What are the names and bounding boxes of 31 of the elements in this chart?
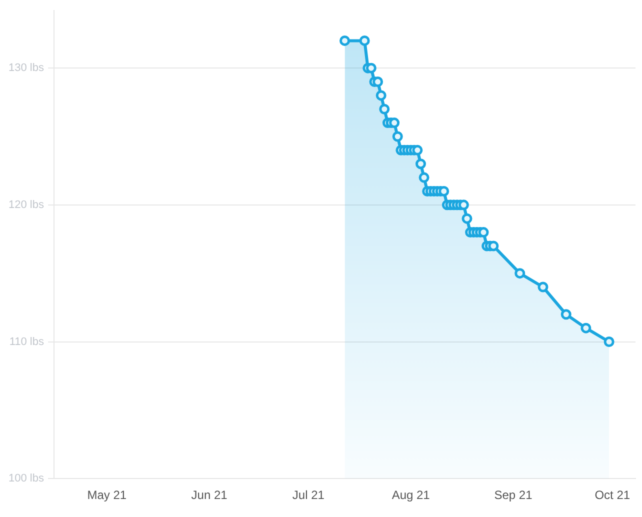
x-tick-label: Aug 21 xyxy=(392,488,430,502)
point xyxy=(604,336,614,348)
y-tick-label: 110 lbs xyxy=(9,336,44,348)
point xyxy=(366,62,376,74)
y-tick-label: 100 lbs xyxy=(8,472,44,485)
point xyxy=(389,118,400,128)
point xyxy=(415,158,426,170)
point xyxy=(560,309,572,320)
point xyxy=(538,282,548,292)
point xyxy=(418,172,430,183)
point xyxy=(376,90,386,101)
x-tick-label: May 21 xyxy=(87,488,127,502)
point xyxy=(580,322,592,334)
point xyxy=(359,35,370,46)
point xyxy=(379,104,390,114)
point xyxy=(438,186,450,196)
y-tick-label: 120 lbs xyxy=(8,198,44,211)
point xyxy=(488,240,499,252)
point xyxy=(372,76,384,88)
x-tick-label: Jun 21 xyxy=(191,488,228,502)
point xyxy=(462,213,472,224)
point xyxy=(340,35,350,46)
x-tick-label: Oct 21 xyxy=(594,488,630,502)
x-tick-label: Jul 21 xyxy=(292,488,325,502)
point xyxy=(458,200,469,210)
point xyxy=(412,144,423,156)
point xyxy=(478,227,489,238)
x-tick-label: Sep 21 xyxy=(494,488,533,502)
y-tick-label: 130 lbs xyxy=(8,62,44,74)
point xyxy=(514,268,526,279)
point xyxy=(392,131,403,142)
